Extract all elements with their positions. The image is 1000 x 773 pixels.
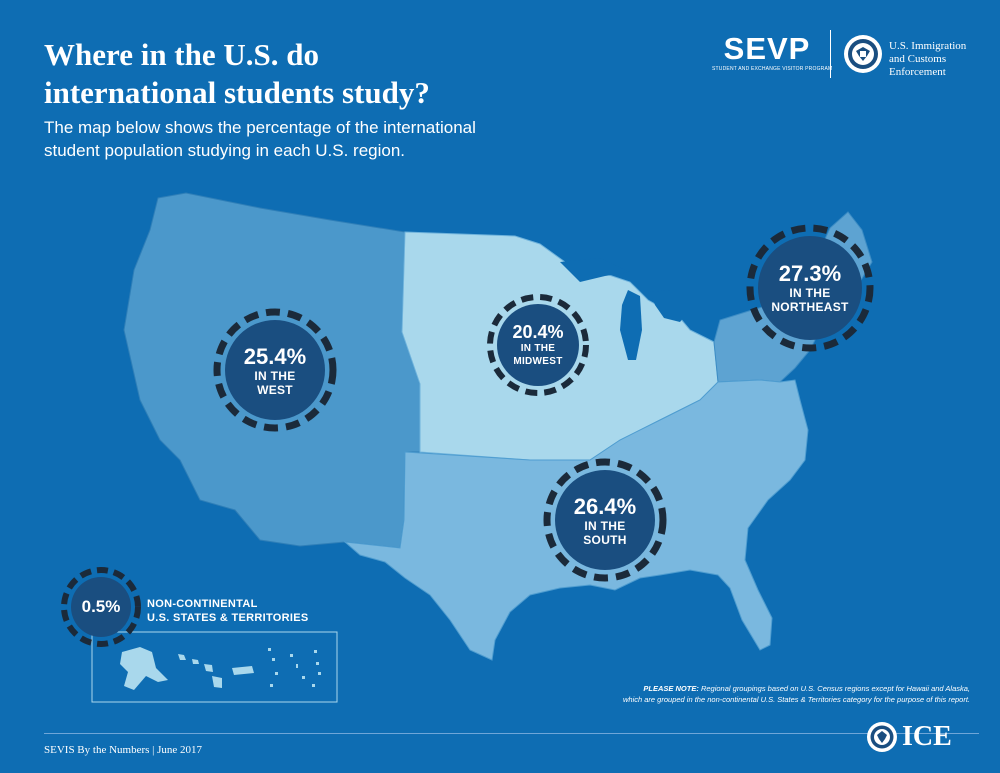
bubble-noncontinental-text: 0.5% [71,596,131,618]
west-percentage: 25.4% [243,344,307,369]
bubble-west-text: 25.4% IN THE WEST [225,344,325,398]
midwest-label-line-2: MIDWEST [513,356,563,367]
title-line-1: Where in the U.S. do [44,37,320,72]
lake-huron [650,290,690,322]
agency-line-3: Enforcement [889,66,946,78]
bubble-midwest [487,294,589,396]
west-label-line-2: WEST [257,383,293,397]
west-label-line-1: IN THE [254,369,296,383]
bubble-northeast-text: 27.3% IN THE NORTHEAST [758,261,862,315]
south-label-line-1: IN THE [584,519,626,533]
subtitle-line-2: student population studying in each U.S.… [44,141,406,160]
pacific-islands-shape [268,648,321,687]
sevp-logo-full-name: STUDENT AND EXCHANGE VISITOR PROGRAM [712,66,833,72]
subtitle-line-1: The map below shows the percentage of th… [44,118,476,137]
noncontinental-box [91,631,338,703]
please-note: PLEASE NOTE: Regional groupings based on… [560,683,970,705]
note-text-line-1: Regional groupings based on U.S. Census … [700,684,970,693]
footer-divider [44,733,979,734]
northeast-label-line-1: IN THE [789,286,831,300]
agency-line-2: and Customs [889,53,947,65]
lake-superior [560,258,630,282]
noncontinental-label: NON-CONTINENTAL U.S. STATES & TERRITORIE… [147,597,347,625]
bubble-south-text: 26.4% IN THE SOUTH [555,494,655,548]
dhs-seal-icon [844,35,882,73]
puerto-rico-shape [232,666,254,675]
ice-logo: ICE [866,720,986,754]
logo-divider [830,30,831,78]
title-line-2: international students study? [44,75,430,110]
hawaii-shape [178,654,222,688]
northeast-label-line-2: NORTHEAST [771,300,849,314]
footer-text: SEVIS By the Numbers | June 2017 [44,744,203,756]
south-percentage: 26.4% [573,494,637,519]
lake-michigan [620,290,642,360]
noncontinental-percentage: 0.5% [81,597,121,616]
noncontinental-label-line-2: U.S. STATES & TERRITORIES [147,612,309,624]
bubble-northeast [746,224,874,352]
midwest-percentage: 20.4% [512,322,564,342]
noncontinental-label-line-1: NON-CONTINENTAL [147,598,258,610]
agency-line-1: U.S. Immigration [889,40,967,52]
alaska-shape [120,647,168,690]
agency-name: U.S. Immigration and Customs Enforcement [889,40,993,79]
ice-seal-icon [867,722,897,752]
note-lead: PLEASE NOTE: [643,684,699,693]
midwest-label-line-1: IN THE [520,343,556,354]
page-subtitle: The map below shows the percentage of th… [44,116,524,162]
ice-logo-word: ICE [902,721,952,752]
bubble-west [213,308,337,432]
south-label-line-2: SOUTH [583,533,627,547]
sevp-logo-name: SEVP [723,31,811,66]
bubble-noncontinental [61,567,141,647]
note-text-line-2: which are grouped in the non-continental… [623,695,970,704]
page-title: Where in the U.S. do international stude… [44,36,604,112]
sevp-logo: SEVP STUDENT AND EXCHANGE VISITOR PROGRA… [712,31,833,73]
bubble-midwest-text: 20.4% IN THE MIDWEST [493,322,583,368]
bubble-south [543,458,667,582]
northeast-percentage: 27.3% [778,261,842,286]
